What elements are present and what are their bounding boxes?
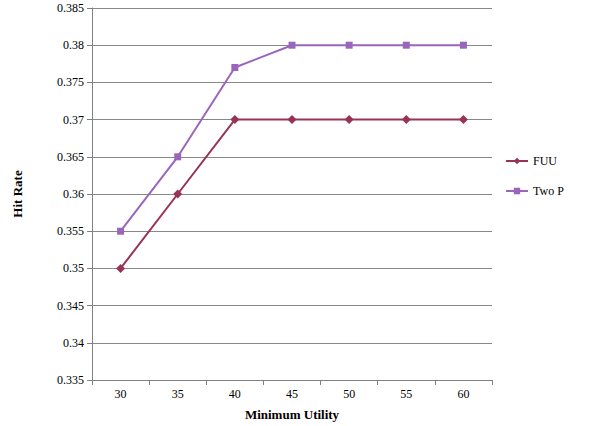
svg-text:0.375: 0.375 [57,75,84,89]
svg-text:Hit Rate: Hit Rate [10,170,25,218]
svg-text:30: 30 [115,387,127,401]
svg-text:0.37: 0.37 [63,113,84,127]
svg-text:40: 40 [229,387,241,401]
svg-text:0.355: 0.355 [57,224,84,238]
svg-text:35: 35 [172,387,184,401]
svg-text:55: 55 [400,387,412,401]
svg-text:0.365: 0.365 [57,150,84,164]
svg-text:0.36: 0.36 [63,187,84,201]
svg-text:0.345: 0.345 [57,299,84,313]
svg-text:Two P: Two P [533,184,564,198]
svg-text:0.35: 0.35 [63,261,84,275]
svg-text:45: 45 [286,387,298,401]
svg-text:60: 60 [457,387,469,401]
svg-text:50: 50 [343,387,355,401]
svg-text:0.385: 0.385 [57,1,84,15]
svg-text:Minimum Utility: Minimum Utility [245,407,340,422]
svg-text:0.34: 0.34 [63,336,84,350]
svg-text:0.38: 0.38 [63,38,84,52]
svg-text:FUU: FUU [533,154,557,168]
svg-text:0.335: 0.335 [57,373,84,387]
